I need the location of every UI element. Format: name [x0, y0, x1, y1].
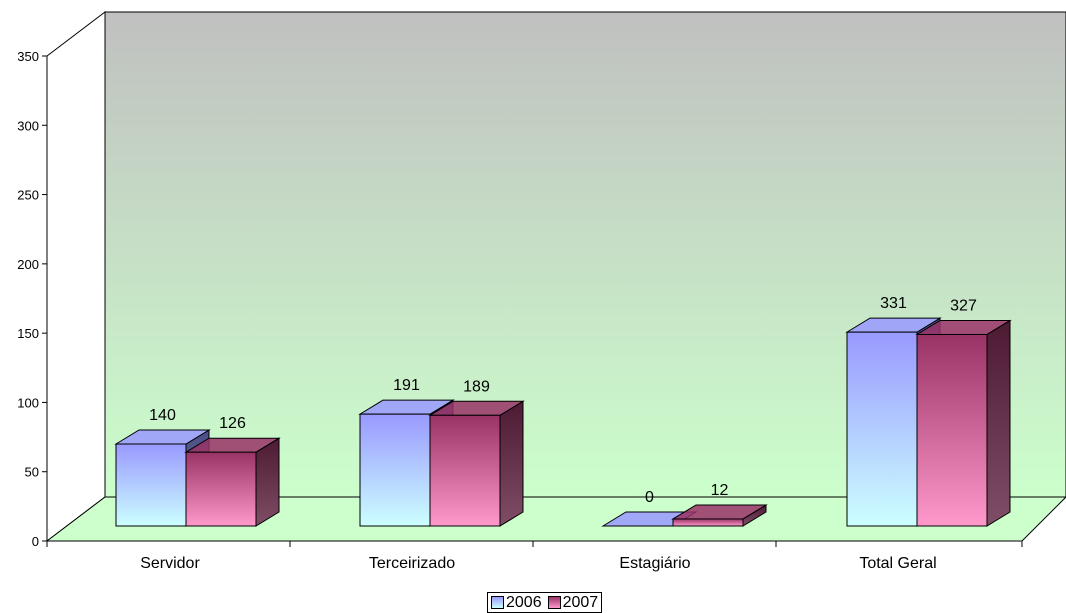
y-tick-label: 50: [25, 465, 39, 480]
legend-swatch-2007: [547, 596, 561, 609]
bar-front: [672, 518, 744, 527]
data-label: 191: [393, 377, 420, 394]
bar-front: [846, 331, 918, 527]
legend-label-2006: 2006: [506, 594, 542, 611]
data-labels: 140 126 191 189 0 12 331 327: [149, 295, 977, 506]
x-axis: Servidor Terceirizado Estagiário Total Gera…: [46, 540, 1023, 572]
bar-2007-0: [184, 437, 281, 527]
bar-side: [499, 400, 524, 527]
bar-chart-3d: 0 50 100 150 200 250 300 350 Servidor Terceiriza…: [17, 10, 1066, 572]
y-axis: 0 50 100 150 200 250 300 350: [17, 49, 48, 549]
x-tick-label: Servidor: [140, 555, 200, 572]
y-tick-label: 0: [32, 534, 39, 549]
bars: [114, 317, 1012, 527]
bar-front: [429, 414, 501, 527]
y-tick-label: 150: [17, 326, 39, 341]
legend-swatch-2006: [491, 596, 504, 609]
y-tick-label: 300: [17, 118, 39, 133]
bar-front: [115, 443, 187, 527]
side-wall: [46, 10, 106, 543]
bar-2007-3: [915, 319, 1012, 527]
bar-2007-1: [428, 400, 525, 527]
data-label: 189: [463, 378, 490, 395]
data-label: 140: [149, 407, 176, 424]
legend-label-2007: 2007: [562, 594, 599, 611]
bar-front: [185, 451, 257, 527]
x-tick-label: Total Geral: [859, 555, 936, 572]
data-label: 331: [880, 295, 907, 312]
x-tick-label: Terceirizado: [369, 555, 455, 572]
y-tick-label: 350: [17, 49, 39, 64]
legend-item-2006: 2006: [491, 594, 542, 611]
legend-item-2007: 2007: [547, 594, 599, 611]
bar-side: [986, 319, 1011, 527]
chart-walls: [45, 10, 1066, 543]
data-label: 126: [219, 415, 246, 432]
bar-front: [359, 413, 431, 527]
bar-front: [916, 333, 988, 527]
y-tick-label: 250: [17, 188, 39, 203]
data-label: 12: [711, 482, 729, 499]
y-tick-label: 200: [17, 257, 39, 272]
x-tick-label: Estagiário: [619, 555, 690, 572]
data-label: 0: [645, 489, 654, 506]
y-tick-label: 100: [17, 395, 39, 410]
bar-2007-2: [671, 504, 768, 527]
data-label: 327: [950, 297, 977, 314]
legend: 2006 2007: [487, 592, 603, 613]
bar-side: [255, 437, 280, 527]
